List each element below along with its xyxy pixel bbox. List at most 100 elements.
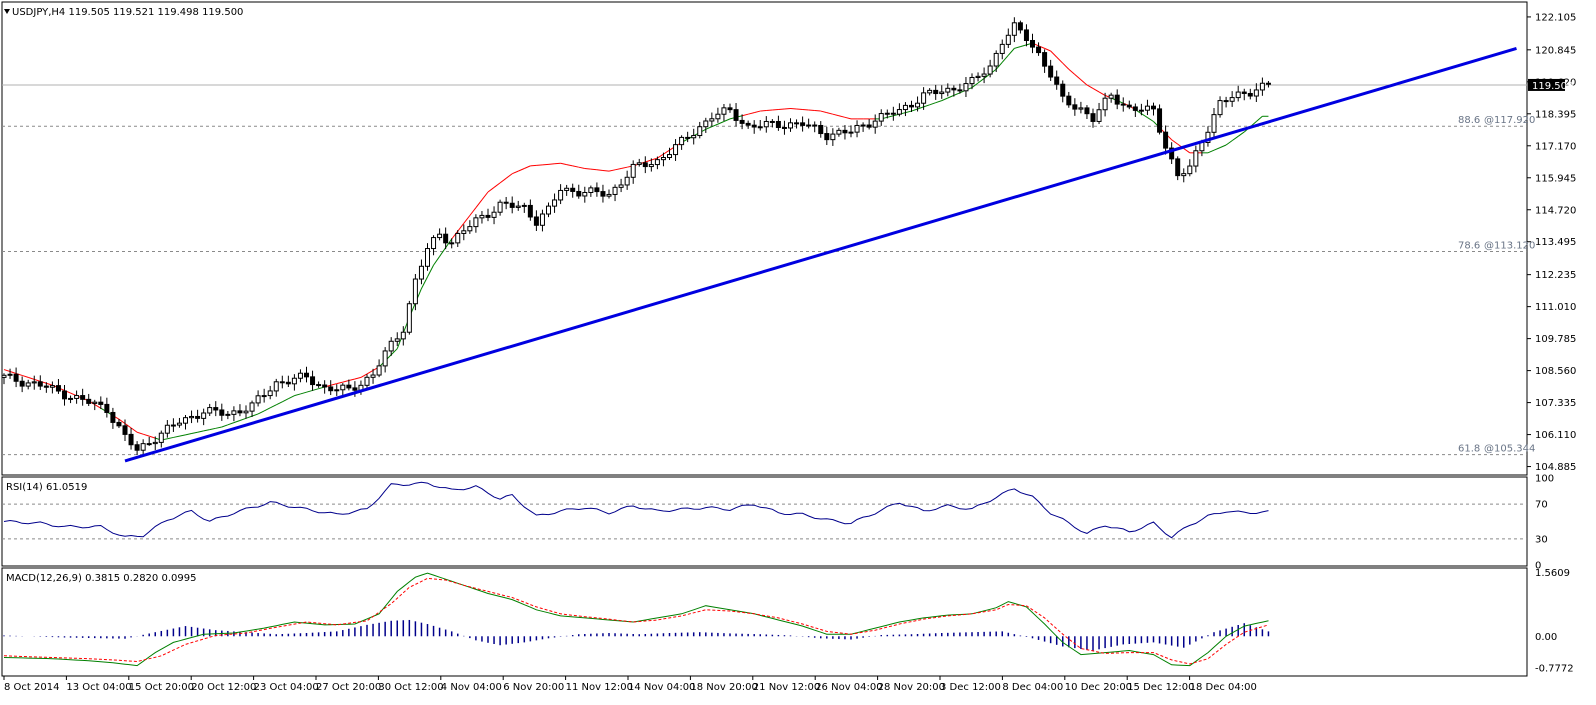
moving-average-segment [1056, 56, 1064, 64]
candle-body [715, 113, 721, 120]
moving-average-segment [754, 110, 761, 114]
moving-average-segment [518, 168, 525, 172]
candle-body [642, 162, 648, 168]
candle-body [1084, 107, 1090, 115]
macd-label: MACD(12,26,9) 0.3815 0.2820 0.0995 [6, 573, 196, 584]
candle-body [134, 444, 140, 451]
moving-average-segment [814, 110, 821, 112]
candle-body [576, 190, 582, 197]
moving-average-segment [487, 187, 495, 193]
candle-body [1144, 105, 1150, 111]
candle-body [461, 230, 467, 234]
candle-body [709, 118, 715, 122]
moving-average-segment [1183, 148, 1191, 154]
moving-average-segment [221, 424, 229, 428]
trendline-layer [124, 46, 1517, 463]
moving-average-segment [554, 162, 561, 165]
candle-body [62, 390, 67, 400]
candle-body [969, 76, 975, 85]
candle-body [219, 409, 225, 416]
candle-body [394, 338, 400, 342]
candle-body [164, 424, 170, 434]
moving-average-segment [1086, 84, 1094, 89]
moving-average-segment [197, 430, 204, 433]
moving-average-segment [427, 264, 434, 278]
candle-body [515, 205, 521, 208]
candle-body [624, 176, 630, 186]
candle-body [1259, 82, 1265, 91]
candle-body [1048, 65, 1054, 78]
moving-average-segment [457, 223, 465, 232]
candle-body [340, 384, 346, 391]
candle-body [467, 226, 473, 232]
moving-average-segment [1068, 68, 1076, 75]
candle-body [830, 133, 836, 141]
moving-average-segment [136, 431, 144, 435]
candle-body [600, 191, 606, 197]
candle-body [667, 154, 672, 159]
moving-average-segment [493, 182, 501, 188]
moving-average-segment [342, 380, 349, 383]
price-axis-label: 115.945 [1535, 173, 1576, 184]
moving-average-segment [602, 169, 610, 172]
moving-average-segment [760, 110, 767, 112]
candle-body [449, 242, 455, 245]
time-axis-label: 8 Dec 04:00 [1002, 682, 1063, 693]
price-axis-label: 113.495 [1535, 237, 1576, 248]
time-axis-label: 8 Oct 2014 [4, 682, 59, 693]
moving-average-segment [1098, 91, 1106, 96]
moving-average-segment [312, 388, 319, 391]
moving-average-segment [1219, 144, 1227, 149]
candle-body [630, 163, 636, 178]
candle-body [902, 104, 908, 111]
moving-average-segment [1231, 135, 1239, 142]
moving-average-segment [584, 168, 591, 170]
moving-average-segment [995, 61, 1003, 70]
candle-body [19, 380, 25, 387]
candle-body [872, 120, 878, 128]
candles-layer [1, 17, 1271, 457]
moving-average-segment [784, 107, 791, 110]
candle-body [721, 107, 727, 115]
candle-body [679, 136, 685, 146]
candle-body [1030, 39, 1035, 48]
candle-body [521, 204, 527, 207]
candle-body [1211, 114, 1217, 133]
price-axis-label: 111.010 [1535, 302, 1576, 313]
candle-body [570, 187, 576, 192]
candle-body [473, 217, 479, 228]
macd-panel [1, 567, 1528, 677]
candle-body [1217, 100, 1223, 116]
candle-body [291, 377, 297, 385]
candle-body [582, 191, 588, 197]
labels-layer: 122.105120.845119.620118.395117.170115.9… [3, 12, 1576, 693]
candle-body [794, 122, 800, 125]
candle-body [116, 421, 122, 427]
candle-body [588, 187, 594, 193]
moving-average-segment [935, 100, 942, 104]
candle-body [818, 124, 824, 135]
candle-body [322, 384, 328, 388]
candle-body [1199, 141, 1205, 152]
moving-average-segment [233, 420, 241, 424]
macd-axis-label: 1.5609 [1535, 568, 1570, 579]
moving-average-segment [185, 433, 192, 436]
candle-body [170, 424, 176, 427]
candle-body [703, 120, 709, 128]
moving-average-segment [1014, 46, 1021, 49]
candle-body [763, 120, 769, 128]
moving-average-segment [179, 434, 186, 437]
candle-body [697, 126, 703, 137]
price-axis-label: 104.885 [1535, 462, 1576, 473]
candle-body [1090, 113, 1096, 122]
candle-body [1108, 94, 1114, 99]
moving-average-segment [766, 109, 773, 112]
moving-average-segment [245, 415, 253, 419]
candle-body [860, 124, 866, 127]
time-axis-label: 14 Nov 04:00 [628, 682, 695, 693]
moving-average-segment [778, 108, 785, 110]
candle-body [128, 433, 134, 446]
candle-body [757, 126, 763, 129]
candle-body [261, 395, 267, 398]
